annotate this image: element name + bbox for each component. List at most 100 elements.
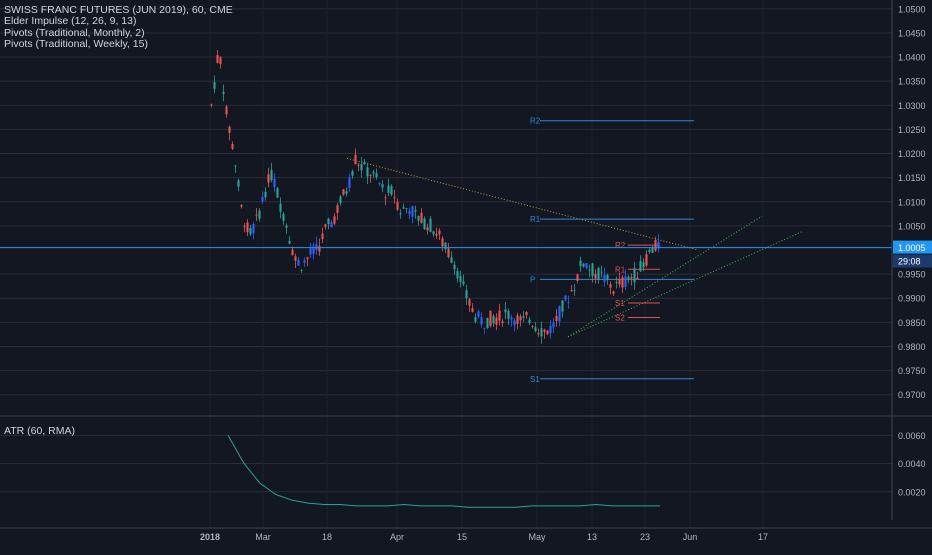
price-candle <box>312 246 315 254</box>
price-candle <box>285 225 288 228</box>
price-tick-label: 0.9750 <box>898 366 926 376</box>
price-candle <box>549 326 552 334</box>
price-candle <box>267 174 270 183</box>
chart-legend: SWISS FRANC FUTURES (JUN 2019), 60, CME … <box>4 4 233 51</box>
time-tick-label: Apr <box>390 532 404 542</box>
price-candle <box>525 311 528 316</box>
price-candle <box>411 205 414 217</box>
price-candle <box>426 227 429 231</box>
price-candle <box>429 218 432 232</box>
price-candle <box>408 210 411 215</box>
time-tick-label: Jun <box>683 532 698 542</box>
price-candle <box>288 241 291 244</box>
price-candle <box>228 126 231 133</box>
price-candle <box>366 167 369 177</box>
price-candle <box>555 315 558 322</box>
price-candle <box>360 164 363 171</box>
price-candle <box>507 310 510 319</box>
price-candle <box>513 320 516 326</box>
price-candle <box>651 247 654 253</box>
indicator-pivots-weekly[interactable]: Pivots (Traditional, Weekly, 15) <box>4 38 148 51</box>
price-candle <box>492 315 495 324</box>
price-candle <box>516 315 519 324</box>
axes: 1.0500 1.0450 1.0400 1.0350 1.0300 1.0250 1.02… <box>0 0 932 542</box>
price-tick-label: 0.9800 <box>898 342 926 352</box>
price-candle <box>522 316 525 318</box>
trendline-support-2 <box>567 215 763 338</box>
time-tick-label: 15 <box>457 532 467 542</box>
price-candle <box>498 310 501 321</box>
price-candle <box>474 317 477 322</box>
price-tick-label: 1.0300 <box>898 101 926 111</box>
indicator-elder-impulse[interactable]: Elder Impulse (12, 26, 9, 13) <box>4 15 137 28</box>
price-candle <box>450 257 453 263</box>
trendline-resistance <box>346 157 699 251</box>
atr-tick-label: 0.0060 <box>898 431 926 441</box>
price-candle <box>258 210 261 219</box>
price-candle <box>432 231 435 235</box>
price-candle <box>567 302 570 303</box>
price-candle <box>306 257 309 260</box>
atr-line <box>227 435 660 508</box>
monthly-pivot-label: R1 <box>530 215 541 224</box>
price-tick-label: 1.0150 <box>898 173 926 183</box>
weekly-pivot-label: S1 <box>615 299 625 308</box>
trendline-support-1 <box>567 231 803 338</box>
price-candle <box>213 82 216 89</box>
price-candle <box>483 327 486 329</box>
price-candle <box>573 290 576 292</box>
price-candle <box>501 321 504 324</box>
price-candle <box>471 308 474 312</box>
price-tick-label: 1.0100 <box>898 197 926 207</box>
atr-tick-label: 0.0040 <box>898 459 926 469</box>
price-candle <box>606 274 609 279</box>
price-tick-label: 0.9700 <box>898 390 926 400</box>
price-candle <box>225 106 228 115</box>
price-candle <box>597 268 600 280</box>
price-candle <box>558 306 561 322</box>
price-candle <box>222 91 225 94</box>
price-candle <box>246 222 249 233</box>
price-candle <box>255 214 258 216</box>
price-candle <box>552 322 555 328</box>
price-candles <box>210 50 660 344</box>
price-tick-label: 0.9900 <box>898 294 926 304</box>
time-tick-label: 2018 <box>200 532 220 542</box>
last-price-label: 1.0005 <box>898 243 926 253</box>
price-candle <box>438 230 441 235</box>
price-candle <box>642 262 645 268</box>
price-tick-label: 1.0400 <box>898 53 926 63</box>
atr-indicator-title[interactable]: ATR (60, RMA) <box>4 425 75 437</box>
price-candle <box>345 191 348 194</box>
price-candle <box>543 329 546 332</box>
price-candle <box>291 249 294 256</box>
price-candle <box>615 282 618 284</box>
price-tick-label: 1.0050 <box>898 221 926 231</box>
price-candle <box>447 248 450 257</box>
price-candle <box>636 277 639 280</box>
price-candle <box>519 316 522 321</box>
price-candle <box>405 208 408 209</box>
price-candle <box>324 224 327 227</box>
price-candle <box>240 205 243 207</box>
price-candle <box>252 223 255 234</box>
trendlines <box>346 157 803 338</box>
indicator-pivots-monthly[interactable]: Pivots (Traditional, Monthly, 2) <box>4 26 145 39</box>
price-candle <box>318 246 321 252</box>
monthly-pivot-label: R2 <box>530 117 541 126</box>
price-candle <box>486 317 489 328</box>
price-candle <box>357 164 360 166</box>
price-candle <box>495 317 498 325</box>
price-candle <box>477 311 480 317</box>
price-candle <box>456 271 459 279</box>
price-candle <box>234 165 237 167</box>
chart-title[interactable]: SWISS FRANC FUTURES (JUN 2019), 60, CME <box>4 4 233 16</box>
price-candle <box>546 330 549 335</box>
price-candle <box>219 57 222 65</box>
monthly-pivot-label: P <box>530 275 535 284</box>
price-candle <box>504 309 507 313</box>
atr-series-line <box>227 435 660 508</box>
time-tick-label: 17 <box>758 532 768 542</box>
